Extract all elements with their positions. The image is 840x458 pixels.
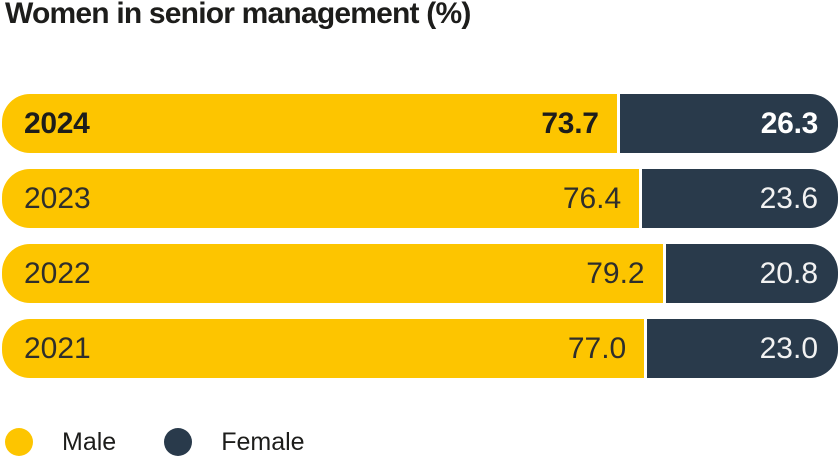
category-label: 2022: [24, 256, 91, 290]
legend-female-swatch-icon: [164, 428, 193, 456]
bar-segment-male: 2021 77.0: [2, 319, 645, 378]
category-label: 2024: [24, 106, 90, 140]
male-value-label: 77.0: [567, 331, 627, 365]
male-value-label: 73.7: [541, 106, 599, 140]
bar-segment-female: 23.0: [647, 319, 838, 378]
bar-segment-female: 26.3: [619, 94, 838, 153]
male-value-label: 76.4: [562, 181, 622, 215]
bar-segment-female: 23.6: [642, 169, 838, 228]
female-value-label: 20.8: [759, 256, 818, 290]
bar-segment-male: 2023 76.4: [2, 169, 640, 228]
bar-segment-male: 2022 79.2: [2, 244, 663, 303]
legend-female-label: Female: [221, 427, 305, 456]
legend-male-swatch-icon: [5, 428, 33, 456]
chart-title: Women in senior management (%): [5, 0, 471, 30]
male-value-label: 79.2: [586, 256, 645, 290]
bar-chart: 2024 73.7 26.3 2023 76.4 23.6 2022 79.2 20.8 2021…: [2, 94, 838, 378]
bar-segment-male: 2024 73.7: [2, 94, 617, 153]
female-value-label: 23.6: [759, 181, 818, 215]
bar-row-2023: 2023 76.4 23.6: [2, 169, 838, 228]
legend-male-label: Male: [62, 427, 117, 456]
category-label: 2021: [24, 331, 91, 365]
category-label: 2023: [24, 181, 91, 215]
bar-row-2021: 2021 77.0 23.0: [2, 319, 838, 378]
bar-row-2024: 2024 73.7 26.3: [2, 94, 838, 153]
female-value-label: 23.0: [759, 331, 818, 365]
bar-segment-female: 20.8: [665, 244, 838, 303]
legend: Male Female: [5, 427, 305, 457]
female-value-label: 26.3: [760, 106, 819, 140]
bar-row-2022: 2022 79.2 20.8: [2, 244, 838, 303]
